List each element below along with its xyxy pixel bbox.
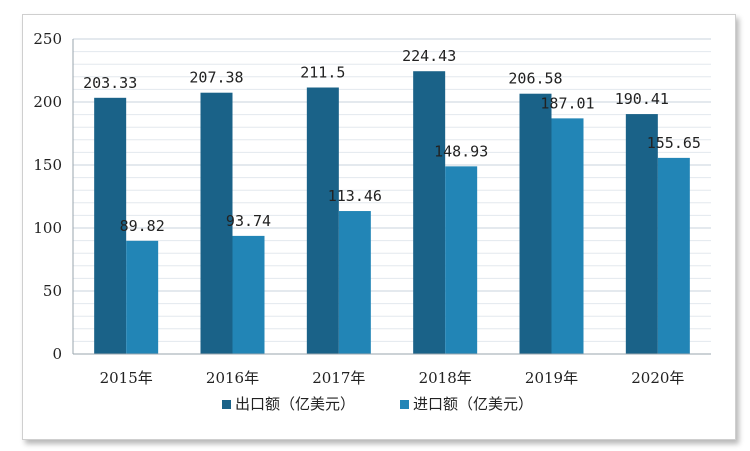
export-bar-4 xyxy=(413,71,446,354)
legend-swatch-import xyxy=(400,400,409,409)
export-value-label-3: 211.5 xyxy=(300,64,345,82)
legend-swatch-export xyxy=(222,400,231,409)
export-bar-1 xyxy=(94,97,127,354)
import-bar-3 xyxy=(338,211,371,354)
data-labels: 203.33 89.82 207.38 93.74 211.5 113.46 224.43 1… xyxy=(83,47,701,235)
chart-frame: 0 50 100 150 200 250 203.33 89.82 207.38 93.74 21… xyxy=(22,14,736,440)
export-bar-5 xyxy=(519,93,552,354)
legend: 出口额（亿美元） 进口额（亿美元） xyxy=(222,395,533,413)
y-tick-label: 100 xyxy=(33,219,62,237)
import-value-label-2: 93.74 xyxy=(226,212,271,230)
x-tick-label: 2020年 xyxy=(631,369,684,387)
import-value-label-6: 155.65 xyxy=(647,134,701,152)
import-value-label-3: 113.46 xyxy=(328,187,382,205)
export-bar-3 xyxy=(306,87,339,354)
import-bar-5 xyxy=(551,118,584,354)
bars xyxy=(94,71,690,354)
export-value-label-2: 207.38 xyxy=(189,69,243,87)
import-bar-1 xyxy=(126,240,159,354)
x-axis: 2015年 2016年 2017年 2018年 2019年 2020年 xyxy=(73,353,711,387)
import-value-label-1: 89.82 xyxy=(120,217,165,235)
export-value-label-4: 224.43 xyxy=(402,47,456,65)
export-bar-2 xyxy=(200,92,233,354)
x-tick-label: 2017年 xyxy=(312,369,365,387)
y-tick-label: 50 xyxy=(43,282,62,300)
import-bar-4 xyxy=(445,166,478,354)
y-tick-label: 0 xyxy=(52,345,62,363)
x-tick-label: 2019年 xyxy=(525,369,578,387)
x-tick-label: 2018年 xyxy=(419,369,472,387)
export-bar-6 xyxy=(625,114,658,354)
export-value-label-6: 190.41 xyxy=(615,90,669,108)
y-axis: 0 50 100 150 200 250 xyxy=(33,30,62,363)
y-tick-label: 150 xyxy=(33,156,62,174)
import-bar-6 xyxy=(657,157,690,354)
y-tick-label: 200 xyxy=(33,93,62,111)
legend-label-export: 出口额（亿美元） xyxy=(235,395,355,413)
export-value-label-1: 203.33 xyxy=(83,74,137,92)
import-value-label-4: 148.93 xyxy=(434,142,488,160)
x-tick-label: 2016年 xyxy=(206,369,259,387)
x-tick-label: 2015年 xyxy=(100,369,153,387)
import-bar-2 xyxy=(232,235,265,354)
import-value-label-5: 187.01 xyxy=(540,94,594,112)
y-tick-label: 250 xyxy=(33,30,62,48)
bar-chart: 0 50 100 150 200 250 203.33 89.82 207.38 93.74 21… xyxy=(33,30,711,413)
export-value-label-5: 206.58 xyxy=(508,70,562,88)
grid-lines xyxy=(72,38,711,355)
legend-label-import: 进口额（亿美元） xyxy=(413,395,533,413)
